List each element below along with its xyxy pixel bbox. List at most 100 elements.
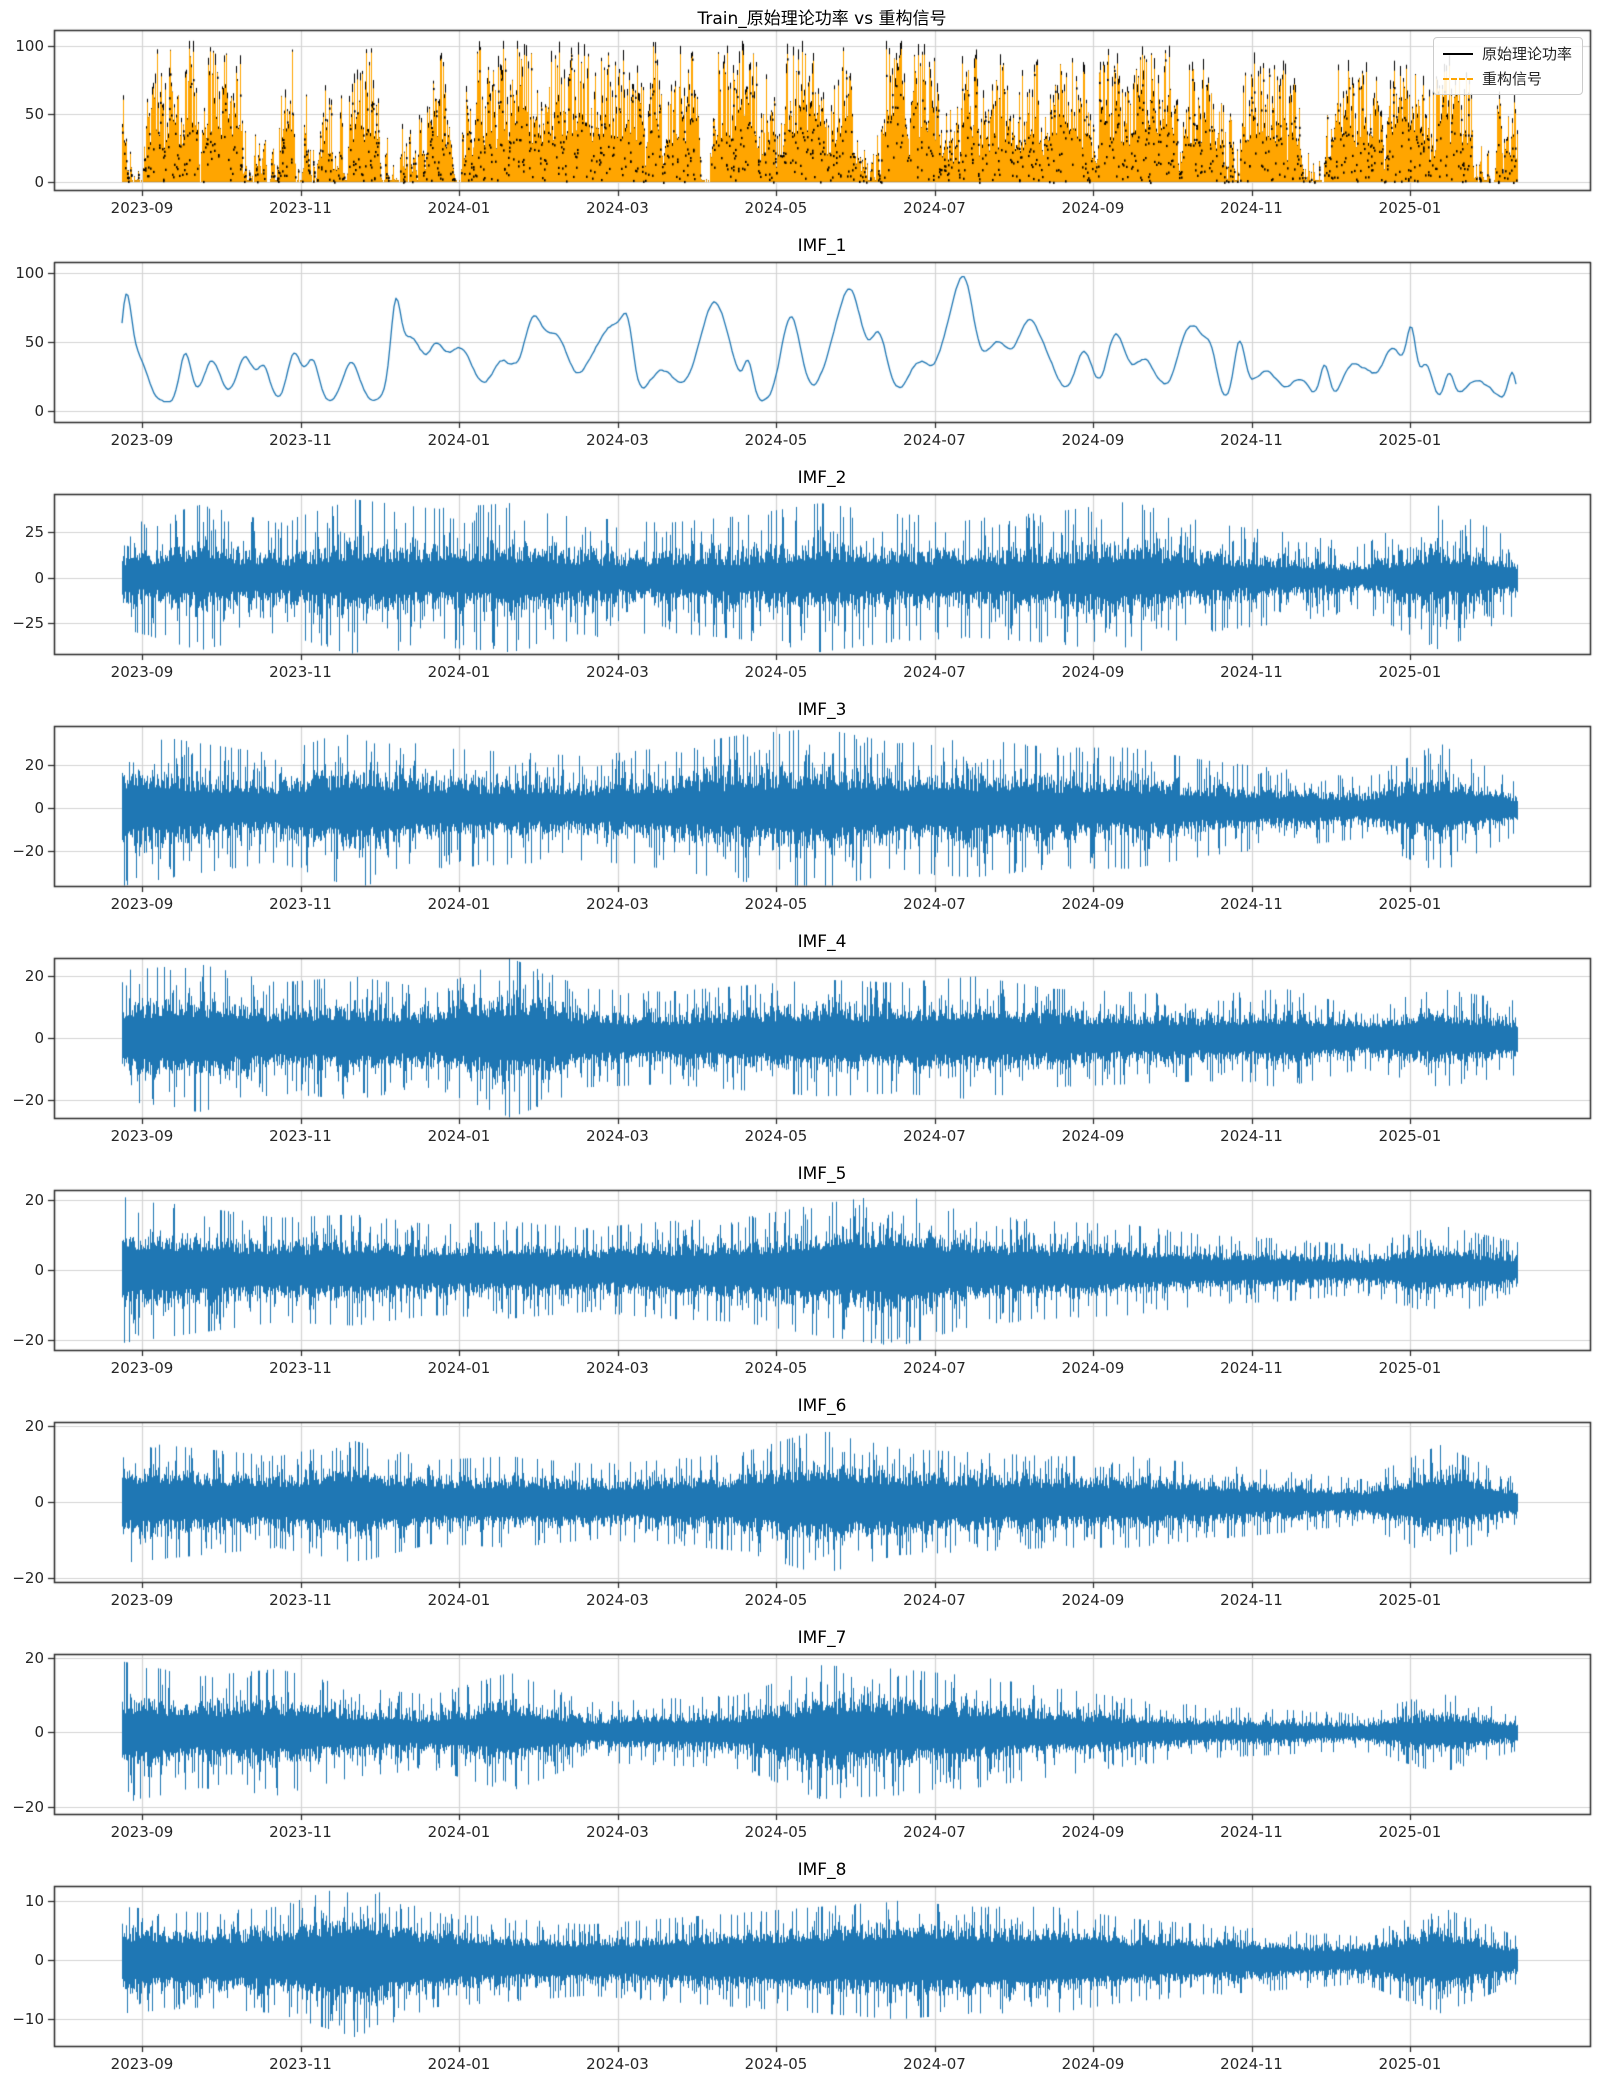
legend-item: 重构信号 (1442, 68, 1572, 89)
x-tick-label: 2024-07 (903, 1359, 966, 1377)
x-tick-label: 2024-09 (1061, 1823, 1125, 1841)
y-tick-label: −20 (12, 1090, 44, 1109)
x-tick-label: 2024-03 (586, 1359, 649, 1377)
x-tick-label: 2024-07 (903, 1127, 966, 1145)
x-tick-label: 2024-09 (1061, 895, 1125, 913)
y-tick-label: −10 (12, 2010, 44, 2029)
x-tick-label: 2023-09 (110, 1359, 174, 1377)
subplot-title: IMF_1 (797, 236, 847, 256)
x-tick-label: 2024-01 (427, 1359, 491, 1377)
x-tick-label: 2024-05 (744, 1823, 808, 1841)
x-tick-label: 2025-01 (1378, 199, 1442, 217)
x-tick-label: 2024-11 (1220, 199, 1283, 217)
y-tick-label: 0 (34, 401, 44, 420)
x-tick-label: 2024-01 (427, 895, 491, 913)
y-tick-label: 20 (24, 1416, 44, 1435)
plot-canvas-1 (0, 232, 1600, 464)
x-tick-label: 2024-03 (586, 663, 649, 681)
x-tick-label: 2024-11 (1220, 2055, 1283, 2073)
subplot-title: IMF_5 (797, 1164, 847, 1184)
plot-canvas-5 (0, 1160, 1600, 1392)
x-tick-label: 2024-09 (1061, 2055, 1125, 2073)
x-tick-label: 2024-11 (1220, 1823, 1283, 1841)
legend-label: 重构信号 (1481, 70, 1542, 88)
plot-canvas-4 (0, 928, 1600, 1160)
subplot-imf_6: IMF_6 −20 0 20 2023-09 2023-11 2024-01 2024-03 2… (0, 1392, 1600, 1624)
x-tick-label: 2025-01 (1378, 1359, 1442, 1377)
x-tick-label: 2024-01 (427, 2055, 491, 2073)
x-tick-label: 2023-09 (110, 2055, 174, 2073)
y-tick-label: 20 (24, 1648, 44, 1667)
x-tick-label: 2023-09 (110, 1127, 174, 1145)
x-tick-label: 2024-05 (744, 199, 808, 217)
plot-canvas-0 (0, 0, 1600, 232)
y-tick-label: 0 (34, 1723, 44, 1742)
x-tick-label: 2023-09 (110, 431, 174, 449)
plot-canvas-6 (0, 1392, 1600, 1624)
plot-canvas-8 (0, 1856, 1600, 2086)
x-tick-label: 2024-09 (1061, 1359, 1125, 1377)
x-tick-label: 2024-03 (586, 1127, 649, 1145)
y-tick-label: 20 (24, 1191, 44, 1210)
y-tick-label: 100 (15, 37, 44, 56)
y-tick-label: 0 (34, 568, 44, 587)
x-tick-label: 2025-01 (1378, 1591, 1442, 1609)
x-tick-label: 2023-11 (269, 431, 332, 449)
y-tick-label: 20 (24, 755, 44, 774)
x-tick-label: 2023-11 (269, 1591, 332, 1609)
subplot-imf_4: IMF_4 −20 0 20 2023-09 2023-11 2024-01 2024-03 2… (0, 928, 1600, 1160)
x-tick-label: 2024-07 (903, 663, 966, 681)
x-tick-label: 2025-01 (1378, 1823, 1442, 1841)
x-tick-label: 2025-01 (1378, 431, 1442, 449)
legend-line-swatch (1442, 52, 1473, 55)
y-tick-label: 0 (34, 1951, 44, 1970)
x-tick-label: 2024-05 (744, 431, 808, 449)
x-tick-label: 2024-01 (427, 431, 491, 449)
x-tick-label: 2024-09 (1061, 199, 1125, 217)
x-tick-label: 2024-11 (1220, 895, 1283, 913)
x-tick-label: 2024-07 (903, 1823, 966, 1841)
x-tick-label: 2024-03 (586, 431, 649, 449)
plot-canvas-7 (0, 1624, 1600, 1856)
subplot-title: IMF_3 (797, 700, 847, 720)
subplot-title: Train_原始理论功率 vs 重构信号 (697, 9, 947, 29)
x-tick-label: 2023-11 (269, 895, 332, 913)
legend-label: 原始理论功率 (1481, 45, 1572, 63)
y-tick-label: 25 (24, 523, 44, 542)
plot-canvas-2 (0, 464, 1600, 696)
y-tick-label: 50 (24, 333, 44, 351)
x-tick-label: 2023-11 (269, 199, 332, 217)
x-tick-label: 2024-05 (744, 1127, 808, 1145)
subplot-train-overlay: Train_原始理论功率 vs 重构信号 0 50 100 2023-09 2023-11… (0, 0, 1600, 232)
x-tick-label: 2023-11 (269, 1823, 332, 1841)
x-tick-label: 2023-11 (269, 1127, 332, 1145)
x-tick-label: 2024-05 (744, 1359, 808, 1377)
x-tick-label: 2024-07 (903, 895, 966, 913)
subplot-imf_3: IMF_3 −20 0 20 2023-09 2023-11 2024-01 2024-03 2… (0, 696, 1600, 928)
x-tick-label: 2024-07 (903, 1591, 966, 1609)
y-tick-label: 50 (24, 105, 44, 124)
x-tick-label: 2024-03 (586, 199, 649, 217)
y-tick-label: −20 (12, 842, 44, 861)
legend-line-swatch (1442, 77, 1473, 80)
x-tick-label: 2025-01 (1378, 895, 1442, 913)
x-tick-label: 2024-03 (586, 1591, 649, 1609)
y-tick-label: 0 (34, 1261, 44, 1279)
x-tick-label: 2024-01 (427, 1127, 491, 1145)
x-tick-label: 2024-01 (427, 1591, 491, 1609)
subplot-imf_2: IMF_2 −25 0 25 2023-09 2023-11 2024-01 2024-03 2… (0, 464, 1600, 696)
x-tick-label: 2023-11 (269, 1359, 332, 1377)
plot-canvas-3 (0, 696, 1600, 928)
y-tick-label: 20 (24, 967, 44, 986)
y-tick-label: −20 (12, 1330, 44, 1349)
x-tick-label: 2023-11 (269, 663, 332, 681)
y-tick-label: 10 (24, 1891, 44, 1910)
y-tick-label: 0 (34, 1029, 44, 1047)
y-tick-label: −20 (12, 1569, 44, 1588)
x-tick-label: 2024-09 (1061, 431, 1125, 449)
subplot-imf_1: IMF_1 0 50 100 2023-09 2023-11 2024-01 2024-03 2… (0, 232, 1600, 464)
x-tick-label: 2024-07 (903, 431, 966, 449)
x-tick-label: 2024-11 (1220, 431, 1283, 449)
x-tick-label: 2024-01 (427, 663, 491, 681)
x-tick-label: 2023-09 (110, 1591, 174, 1609)
